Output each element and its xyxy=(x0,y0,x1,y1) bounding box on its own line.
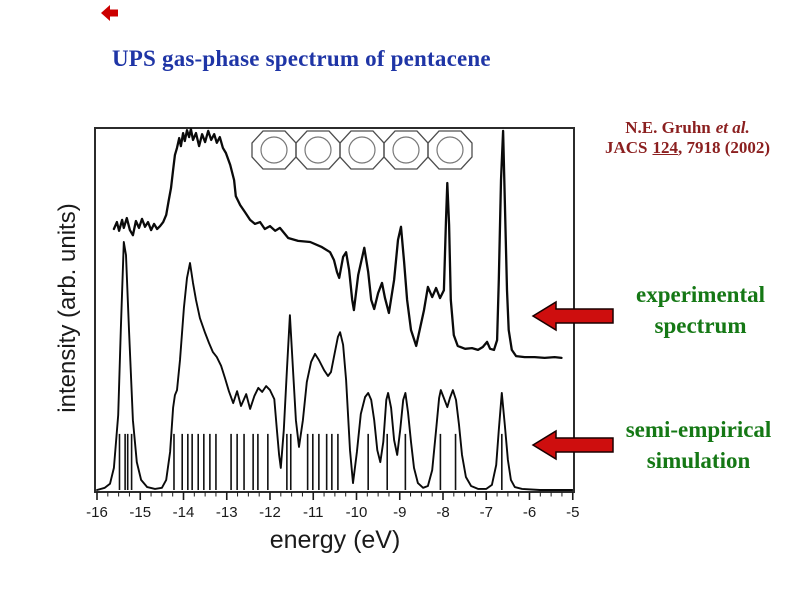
label-semi-empirical-simulation: semi-empirical simulation xyxy=(596,414,800,476)
svg-text:-12: -12 xyxy=(259,504,281,521)
label-simulation-line1: semi-empirical xyxy=(625,417,772,442)
label-simulation-line2: simulation xyxy=(646,448,751,473)
experimental-curve xyxy=(112,127,563,360)
svg-text:-10: -10 xyxy=(346,504,368,521)
svg-text:-15: -15 xyxy=(129,504,151,521)
label-experimental-spectrum: experimental spectrum xyxy=(598,279,800,341)
svg-text:-6: -6 xyxy=(523,504,536,521)
arrow-simulation-icon xyxy=(531,429,614,461)
x-axis-title: energy (eV) xyxy=(269,526,401,554)
label-experimental-line2: spectrum xyxy=(654,313,747,338)
svg-text:-16: -16 xyxy=(86,504,108,521)
citation-line-1: N.E. Gruhn et al. xyxy=(625,118,750,137)
page-title: UPS gas-phase spectrum of pentacene xyxy=(112,46,491,71)
stick-spectrum xyxy=(118,433,503,490)
arrow-experimental-icon xyxy=(531,300,614,332)
label-experimental-line1: experimental xyxy=(635,282,765,307)
svg-text:-8: -8 xyxy=(436,504,449,521)
pentacene-structure-icon xyxy=(251,130,473,170)
citation: N.E. Gruhn et al. JACS 124, 7918 (2002) xyxy=(585,118,790,158)
svg-text:-13: -13 xyxy=(216,504,238,521)
svg-text:-7: -7 xyxy=(480,504,493,521)
x-axis-tick-labels: -16 -15 -14 -13 -12 -11 -10 -9 -8 -7 -6 -5 xyxy=(86,504,579,521)
svg-text:-5: -5 xyxy=(566,504,579,521)
simulation-curve xyxy=(96,241,574,491)
svg-text:-11: -11 xyxy=(303,504,324,521)
x-axis-ticks xyxy=(96,492,574,500)
svg-text:-9: -9 xyxy=(393,504,406,521)
y-axis-title: intensity (arb. units) xyxy=(54,203,81,413)
svg-text:-14: -14 xyxy=(173,504,195,521)
citation-line-2: JACS 124, 7918 (2002) xyxy=(604,138,771,157)
corner-mark-icon xyxy=(101,5,118,21)
